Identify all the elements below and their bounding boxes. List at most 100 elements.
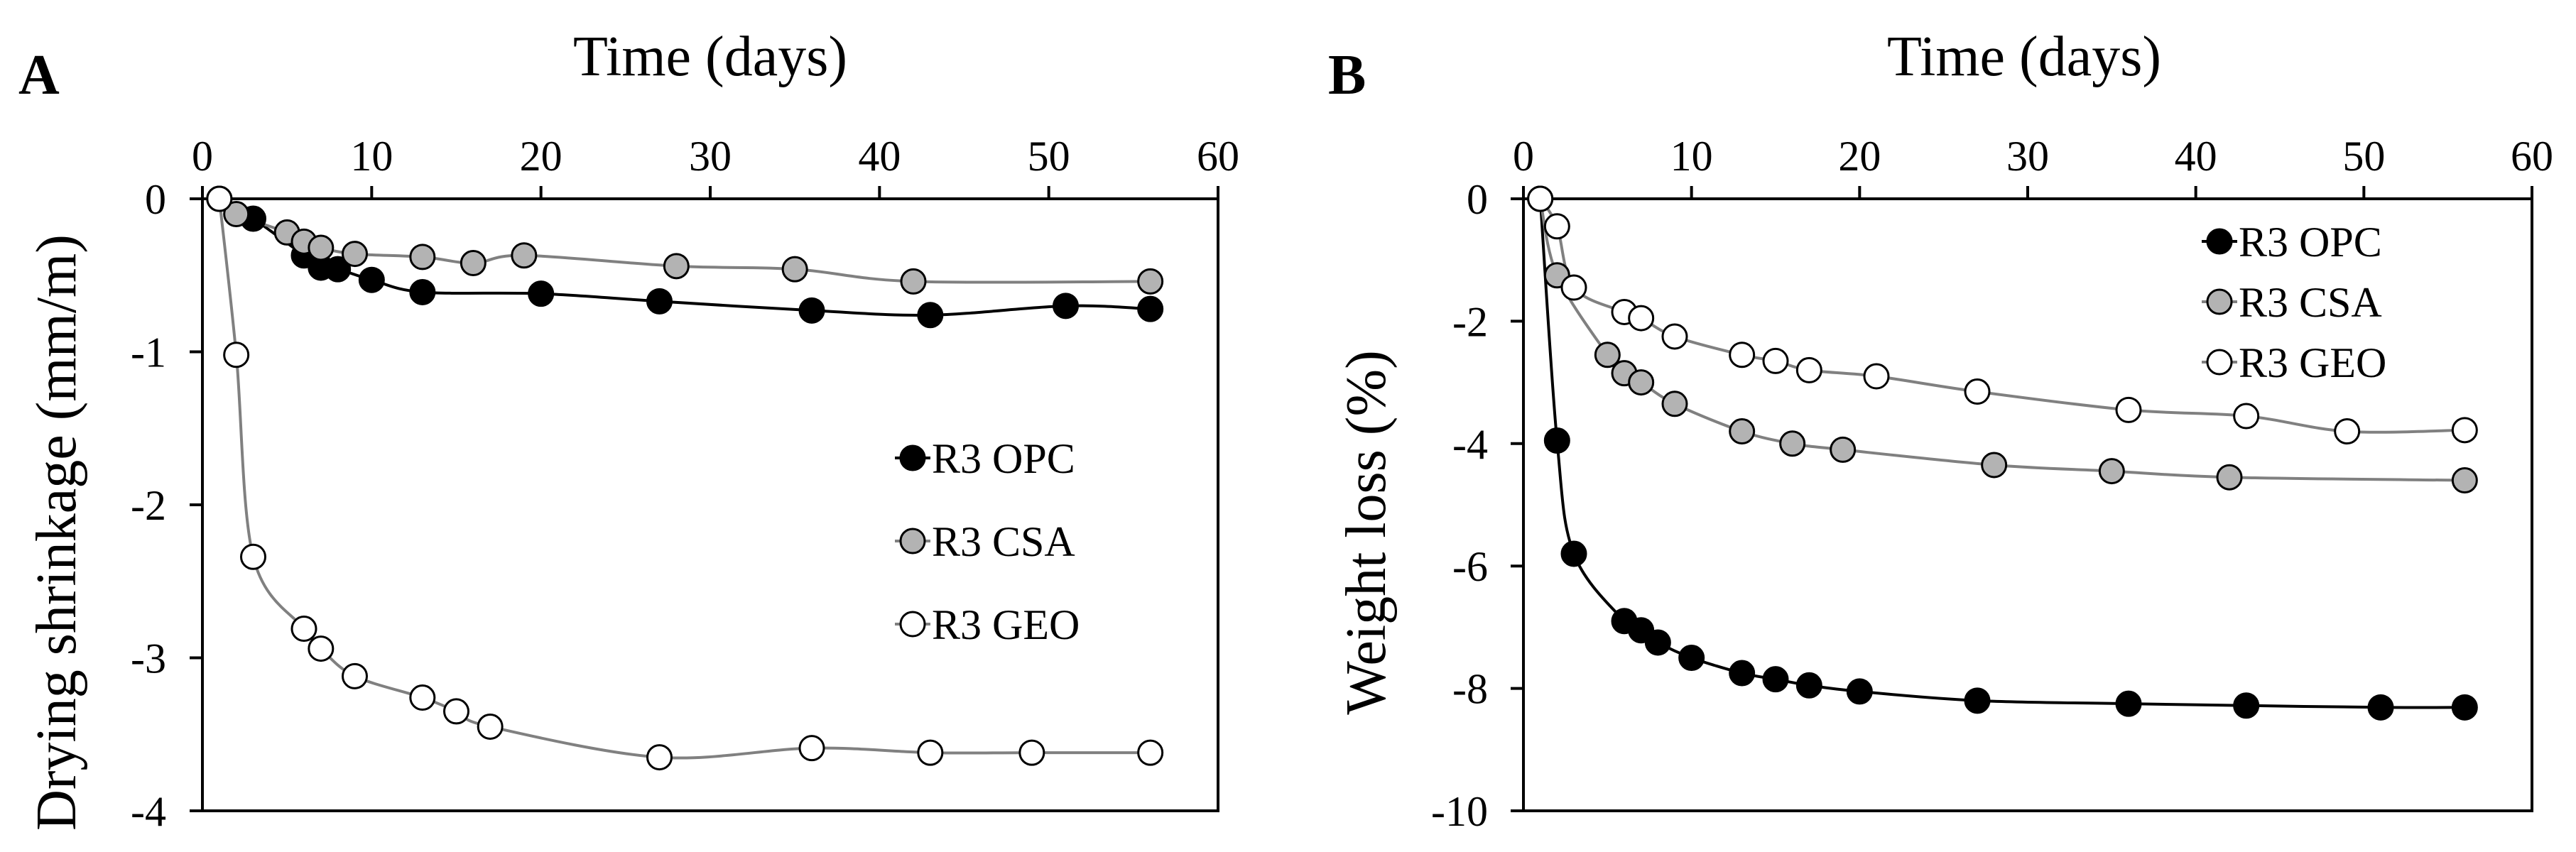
x-tick-label-b: 30 xyxy=(2006,133,2049,180)
data-point-a-1 xyxy=(460,250,487,277)
data-point-a-0 xyxy=(528,280,555,307)
data-point-a-1 xyxy=(308,234,335,261)
data-point-a-2 xyxy=(443,698,469,725)
data-point-a-2 xyxy=(1137,739,1164,766)
legend-marker-a-1 xyxy=(899,528,926,555)
x-tick-label-b: 10 xyxy=(1670,133,1713,180)
y-tick-label-b: 0 xyxy=(1467,176,1488,223)
data-point-a-2 xyxy=(917,739,944,766)
legend-marker-a-0 xyxy=(899,444,926,471)
data-point-b-2 xyxy=(1964,378,1991,405)
x-tick-label-b: 40 xyxy=(2175,133,2217,180)
y-tick-label-a: -2 xyxy=(131,482,166,529)
panel-label-b: B xyxy=(1328,44,1366,106)
data-point-b-1 xyxy=(1729,418,1756,445)
data-point-b-0 xyxy=(1543,427,1570,454)
data-point-b-2 xyxy=(1863,363,1890,390)
data-point-a-1 xyxy=(1137,268,1164,295)
data-point-b-2 xyxy=(1527,185,1554,212)
data-point-b-0 xyxy=(1964,687,1991,714)
legend-label-a-0: R3 OPC xyxy=(932,435,1075,482)
series-line-b-0 xyxy=(1538,198,2465,709)
legend-marker-a-2 xyxy=(899,611,926,638)
data-point-b-2 xyxy=(1795,356,1822,383)
data-point-b-0 xyxy=(2115,690,2142,717)
data-point-a-1 xyxy=(900,268,927,295)
y-tick-label-b: -2 xyxy=(1452,298,1488,345)
y-tick-label-b: -4 xyxy=(1452,421,1488,468)
x-tick-label-b: 60 xyxy=(2511,133,2553,180)
data-point-a-0 xyxy=(1137,295,1164,322)
data-point-a-2 xyxy=(409,684,436,711)
legend-marker-b-0 xyxy=(2206,228,2233,255)
data-point-b-0 xyxy=(1795,672,1822,699)
data-point-b-0 xyxy=(1846,678,1873,705)
data-point-b-2 xyxy=(1661,323,1688,350)
data-point-a-2 xyxy=(1018,739,1045,766)
legend-a: R3 OPC R3 CSA R3 GEO xyxy=(895,435,1080,648)
data-point-a-2 xyxy=(798,735,825,762)
x-tick-label-b: 20 xyxy=(1838,133,1881,180)
data-point-b-2 xyxy=(2451,417,2478,444)
y-tick-label-b: -10 xyxy=(1431,788,1488,835)
chart-panel-a: A Time (days) Drying shrinkage (mm/m) 0 1… xyxy=(18,26,1239,835)
data-point-a-1 xyxy=(342,241,368,268)
x-tick-label-a: 30 xyxy=(689,133,732,180)
data-point-a-2 xyxy=(223,342,250,368)
chart-panel-b: B Time (days) Weight loss (%) 0 10 20 30 40 5… xyxy=(1328,26,2553,835)
y-tick-label-a: -3 xyxy=(131,635,166,682)
y-tick-label-a: -1 xyxy=(131,329,166,376)
legend-marker-b-1 xyxy=(2206,288,2233,315)
x-tick-label-a: 20 xyxy=(520,133,563,180)
legend-label-a-2: R3 GEO xyxy=(932,601,1080,648)
y-tick-label-a: -4 xyxy=(131,788,166,835)
axes-a: 0 10 20 30 40 50 60 0 -1 -2 -3 -4 xyxy=(131,133,1239,835)
data-point-a-0 xyxy=(409,278,436,305)
data-point-a-1 xyxy=(511,242,538,269)
data-point-b-2 xyxy=(1560,274,1587,301)
data-point-b-2 xyxy=(1729,342,1756,368)
data-point-b-0 xyxy=(2367,694,2394,721)
data-point-a-0 xyxy=(1053,293,1079,320)
legend-b: R3 OPC R3 CSA R3 GEO xyxy=(2202,219,2386,386)
x-axis-title-b: Time (days) xyxy=(1887,26,2161,88)
data-point-b-0 xyxy=(1762,666,1789,693)
data-point-a-2 xyxy=(206,185,233,212)
x-tick-label-a: 60 xyxy=(1197,133,1239,180)
data-point-a-2 xyxy=(342,662,368,689)
x-axis-title-a: Time (days) xyxy=(573,26,847,88)
data-point-a-1 xyxy=(409,244,436,271)
y-tick-label-a: 0 xyxy=(145,176,166,223)
data-point-a-1 xyxy=(663,253,690,280)
data-point-a-2 xyxy=(646,744,673,771)
x-tick-label-a: 50 xyxy=(1028,133,1070,180)
data-point-a-1 xyxy=(781,256,808,283)
data-point-b-2 xyxy=(2233,403,2260,430)
legend-marker-b-2 xyxy=(2206,349,2233,376)
panel-label-a: A xyxy=(18,44,60,106)
y-tick-label-b: -8 xyxy=(1452,666,1488,713)
data-point-a-2 xyxy=(290,616,317,643)
series-layer-b xyxy=(1527,185,2478,721)
data-point-a-1 xyxy=(223,201,250,228)
legend-label-a-1: R3 CSA xyxy=(932,518,1075,565)
data-point-b-1 xyxy=(2216,464,2243,491)
data-point-b-0 xyxy=(2233,692,2260,719)
x-tick-label-b: 50 xyxy=(2342,133,2385,180)
data-point-b-0 xyxy=(1560,540,1587,567)
data-point-a-2 xyxy=(240,543,266,570)
legend-label-b-0: R3 OPC xyxy=(2239,219,2382,266)
x-tick-label-a: 0 xyxy=(192,133,213,180)
data-point-a-0 xyxy=(917,302,944,329)
data-point-b-2 xyxy=(1543,213,1570,240)
data-point-b-1 xyxy=(1779,430,1806,457)
data-point-b-2 xyxy=(2334,418,2361,445)
data-point-b-1 xyxy=(1661,390,1688,417)
data-point-a-0 xyxy=(325,256,352,283)
data-point-b-1 xyxy=(1981,452,2008,479)
data-point-b-0 xyxy=(2451,694,2478,721)
data-point-a-2 xyxy=(308,635,335,662)
data-point-b-0 xyxy=(1644,629,1671,656)
data-point-b-2 xyxy=(1628,305,1655,332)
